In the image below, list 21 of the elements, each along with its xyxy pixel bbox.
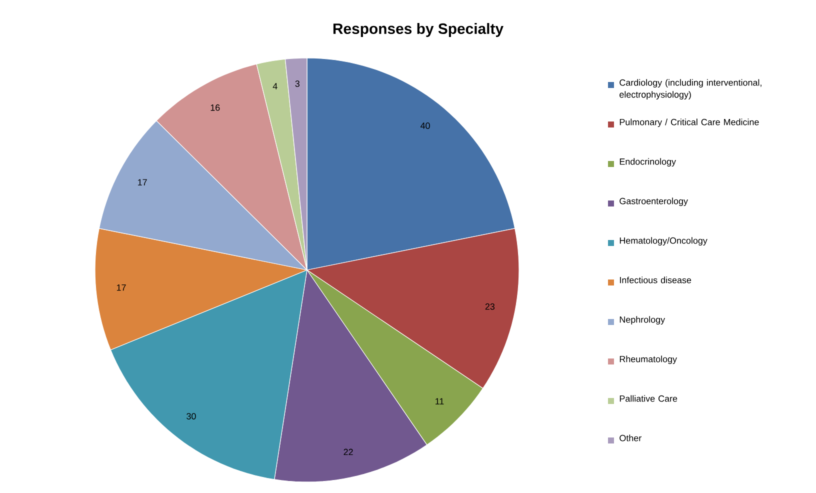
- legend-label: Endocrinology: [620, 158, 676, 167]
- legend-label: Palliative Care: [620, 395, 678, 402]
- data-label: 23: [485, 303, 495, 310]
- chart-title: Responses by Specialty: [333, 23, 504, 37]
- data-label: 11: [436, 398, 444, 404]
- data-label: 17: [116, 284, 126, 291]
- data-label: 16: [210, 104, 220, 111]
- data-label: 4: [272, 83, 278, 90]
- legend-label: Rheumatology: [620, 356, 677, 364]
- data-label: 17: [138, 179, 147, 186]
- data-label: 30: [186, 413, 196, 420]
- legend-label: Nephrology: [620, 316, 666, 325]
- legend-label: Other: [620, 434, 642, 442]
- legend-label: Gastroenterology: [620, 198, 688, 206]
- data-label: 3: [295, 80, 300, 87]
- legend-label: Cardiology (including interventional, electrophysiology): [620, 79, 762, 100]
- data-label: 40: [420, 122, 430, 129]
- legend-label: Pulmonary / Critical Care Medicine: [620, 118, 759, 128]
- legend-label: Hematology/Oncology: [620, 237, 708, 246]
- data-label: 22: [344, 448, 353, 456]
- legend-label: Infectious disease: [620, 276, 692, 284]
